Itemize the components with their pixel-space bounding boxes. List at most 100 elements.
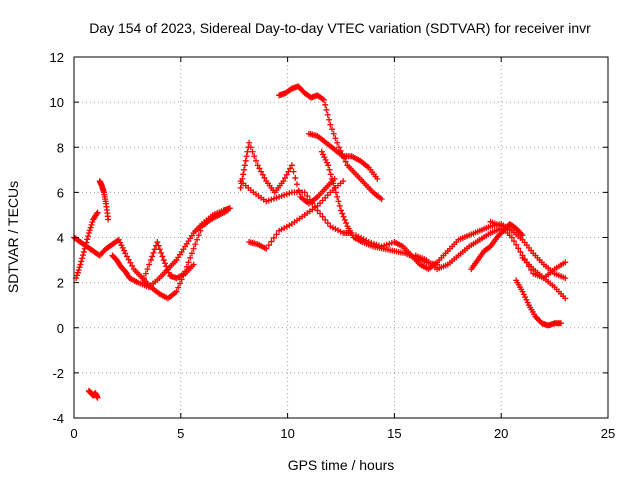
- data-point: [84, 236, 91, 243]
- y-tick-label: 0: [57, 321, 64, 336]
- data-point: [249, 148, 256, 155]
- data-point: [524, 299, 531, 306]
- series-track-q: [519, 254, 569, 302]
- data-point: [339, 210, 346, 217]
- data-point: [562, 259, 569, 266]
- data-point: [523, 296, 530, 303]
- data-point: [237, 184, 244, 191]
- data-point: [340, 213, 347, 220]
- data-point: [334, 139, 341, 146]
- x-tick-label: 25: [601, 426, 615, 441]
- data-point: [243, 153, 250, 160]
- data-point: [118, 242, 125, 249]
- data-point: [105, 216, 112, 223]
- data-point: [241, 162, 248, 169]
- data-point: [332, 189, 339, 196]
- data-point: [115, 236, 122, 243]
- data-point: [194, 236, 201, 243]
- data-points: [71, 83, 569, 401]
- series-track-c: [96, 178, 112, 223]
- data-point: [240, 171, 247, 178]
- data-point: [155, 242, 162, 249]
- data-point: [511, 238, 518, 245]
- data-point: [158, 249, 165, 256]
- data-point: [161, 260, 168, 267]
- data-point: [242, 157, 249, 164]
- data-point: [340, 178, 347, 185]
- data-point: [558, 320, 565, 327]
- data-point: [125, 256, 132, 263]
- data-point: [163, 263, 170, 270]
- data-point: [290, 168, 297, 175]
- data-point: [94, 394, 101, 401]
- data-point: [335, 198, 342, 205]
- data-point: [273, 231, 280, 238]
- data-point: [73, 272, 80, 279]
- data-point: [322, 216, 329, 223]
- x-tick-label: 5: [177, 426, 184, 441]
- data-point: [326, 116, 333, 123]
- data-point: [306, 196, 313, 203]
- data-point: [320, 96, 327, 103]
- data-point: [517, 248, 524, 255]
- data-point: [77, 261, 84, 268]
- y-axis-label: SDTVAR / TECUs: [5, 181, 21, 293]
- y-tick-label: 12: [50, 50, 64, 65]
- data-point: [141, 275, 148, 282]
- data-point: [185, 259, 192, 266]
- data-point: [562, 295, 569, 302]
- data-point: [322, 156, 329, 163]
- data-point: [334, 193, 341, 200]
- data-point: [83, 239, 90, 246]
- chart-title: Day 154 of 2023, Sidereal Day-to-day VTE…: [89, 20, 591, 36]
- data-point: [88, 221, 95, 228]
- data-point: [288, 162, 295, 169]
- data-point: [265, 242, 272, 249]
- data-point: [119, 244, 126, 251]
- data-point: [190, 261, 197, 268]
- data-point: [79, 252, 86, 259]
- data-point: [519, 232, 526, 239]
- data-point: [82, 242, 89, 249]
- data-point: [322, 101, 329, 108]
- data-point: [258, 168, 265, 175]
- x-tick-label: 20: [494, 426, 508, 441]
- data-point: [268, 238, 275, 245]
- data-point: [122, 250, 129, 257]
- series-track-f: [139, 239, 197, 286]
- data-point: [325, 162, 332, 169]
- data-point: [320, 151, 327, 158]
- data-point: [329, 175, 336, 182]
- series-track-j: [276, 83, 385, 203]
- data-point: [86, 227, 93, 234]
- series-track-g: [237, 139, 338, 207]
- data-point: [151, 246, 158, 253]
- data-point: [150, 249, 157, 256]
- data-point: [144, 266, 151, 273]
- data-point: [317, 210, 324, 217]
- data-point: [374, 175, 381, 182]
- data-point: [129, 262, 136, 269]
- data-point: [176, 280, 183, 287]
- grid-lines: [74, 57, 608, 418]
- data-point: [188, 250, 195, 257]
- data-point: [81, 245, 88, 252]
- data-point: [263, 245, 270, 252]
- data-point: [293, 181, 300, 188]
- y-tick-label: 2: [57, 276, 64, 291]
- data-point: [336, 202, 343, 209]
- data-point: [85, 229, 92, 236]
- data-point: [292, 174, 299, 181]
- data-point: [165, 269, 172, 276]
- data-point: [252, 157, 259, 164]
- data-point: [508, 234, 515, 241]
- series-track-l: [318, 148, 441, 268]
- data-point: [259, 171, 266, 178]
- data-point: [117, 239, 124, 246]
- data-point: [519, 288, 526, 295]
- data-point: [522, 294, 529, 301]
- data-point: [261, 174, 268, 181]
- data-point: [329, 126, 336, 133]
- data-point: [142, 270, 149, 277]
